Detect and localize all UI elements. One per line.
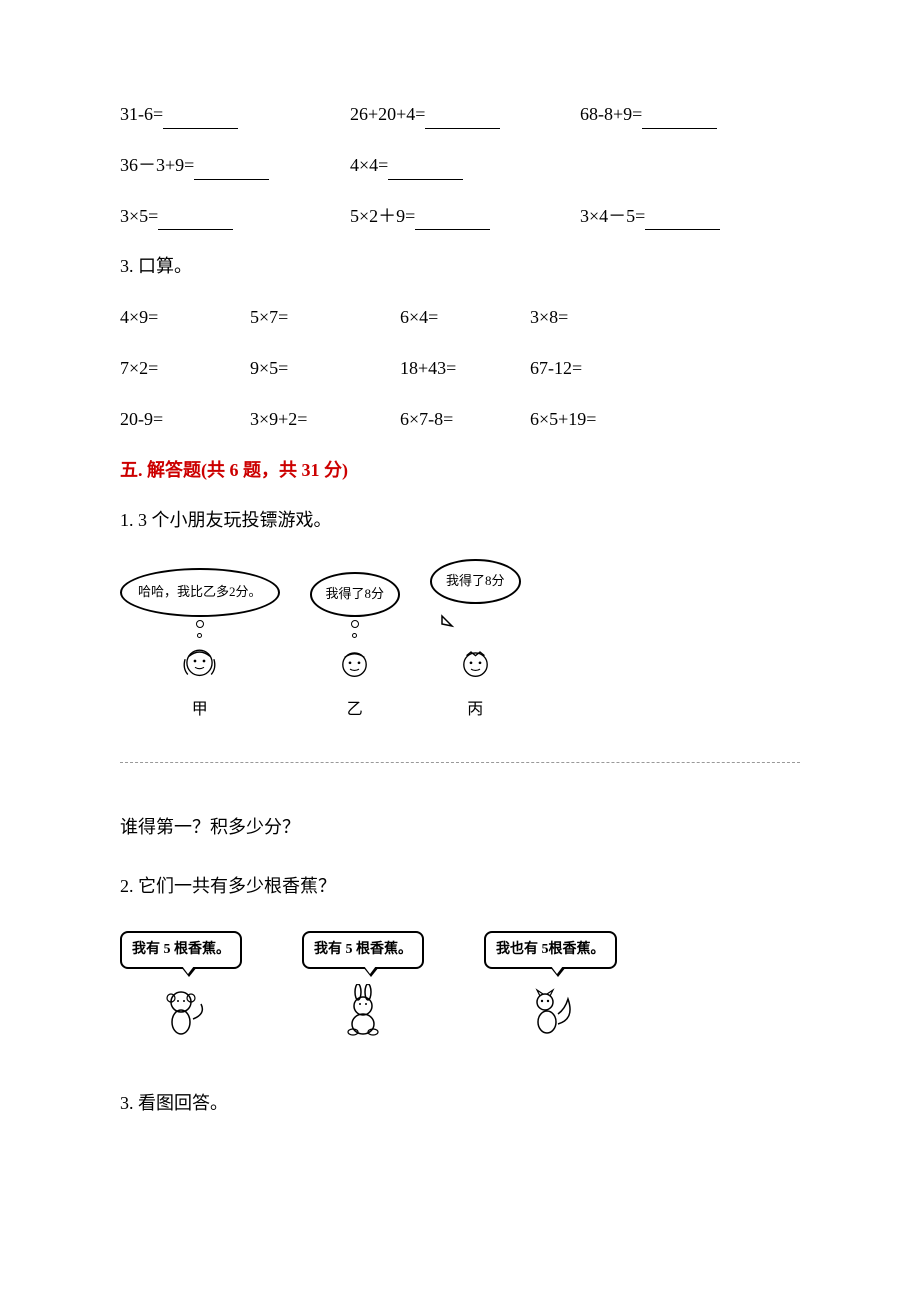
bubble-tail-icon xyxy=(352,633,357,638)
expr: 26+20+4= xyxy=(350,104,425,124)
expr: 68-8+9= xyxy=(580,104,642,124)
blank xyxy=(388,162,463,180)
section5-title: 五. 解答题 xyxy=(120,460,201,480)
expr: 36－3+9= xyxy=(120,155,194,175)
bubble-tail-icon xyxy=(351,620,359,628)
q3-row-3: 20-9= 3×9+2= 6×7-8= 6×5+19= xyxy=(120,405,800,434)
q3-cell: 3×8= xyxy=(510,303,640,332)
divider xyxy=(120,762,800,763)
q3-cell: 3×9+2= xyxy=(250,405,380,434)
q3-heading: 3. 口算。 xyxy=(120,252,800,281)
rabbit-icon xyxy=(333,984,393,1039)
animal-monkey: 我有 5 根香蕉。 xyxy=(120,931,242,1039)
thought-bubble-bing: 我得了8分 xyxy=(430,559,521,604)
q3-cell: 6×4= xyxy=(380,303,510,332)
section5-heading: 五. 解答题(共 6 题，共 31 分) xyxy=(120,456,800,485)
thought-bubble-yi: 我得了8分 xyxy=(310,572,401,617)
section5-subtitle: (共 6 题，共 31 分) xyxy=(201,460,348,480)
character-yi: 我得了8分 乙 xyxy=(310,572,401,722)
s5q2-text: 2. 它们一共有多少根香蕉？ xyxy=(120,872,800,901)
s5q2-illustration: 我有 5 根香蕉。 我有 5 根香蕉。 我也有 5根香蕉。 xyxy=(120,931,800,1039)
expr: 4×4= xyxy=(350,155,388,175)
boy-face-icon xyxy=(332,643,377,688)
s5q3-text: 3. 看图回答。 xyxy=(120,1089,800,1118)
calc-row-1: 31-6= 26+20+4= 68-8+9= xyxy=(120,100,800,129)
blank xyxy=(425,111,500,129)
calc-cell: 31-6= xyxy=(120,100,350,129)
q3-cell: 18+43= xyxy=(380,354,510,383)
q3-cell: 4×9= xyxy=(120,303,250,332)
label-jia: 甲 xyxy=(192,697,208,723)
squirrel-icon xyxy=(520,984,580,1039)
q3-cell: 20-9= xyxy=(120,405,250,434)
calc-cell: 36－3+9= xyxy=(120,151,350,180)
s5q1-text: 1. 3 个小朋友玩投镖游戏。 xyxy=(120,506,800,535)
blank xyxy=(194,162,269,180)
boy-face-icon xyxy=(453,643,498,688)
speech-bubble-2: 我有 5 根香蕉。 xyxy=(302,931,424,969)
s5q1-followup: 谁得第一？积多少分？ xyxy=(120,813,800,842)
expr: 3×5= xyxy=(120,206,158,226)
speech-bubble-1: 我有 5 根香蕉。 xyxy=(120,931,242,969)
expr: 5×2＋9= xyxy=(350,206,415,226)
girl-face-icon xyxy=(177,643,222,688)
calc-row-2: 36－3+9= 4×4= xyxy=(120,151,800,180)
expr: 31-6= xyxy=(120,104,163,124)
calc-cell: 5×2＋9= xyxy=(350,202,580,231)
speech-bubble-3: 我也有 5根香蕉。 xyxy=(484,931,617,969)
blank xyxy=(415,212,490,230)
animal-rabbit: 我有 5 根香蕉。 xyxy=(302,931,424,1039)
q3-cell: 5×7= xyxy=(250,303,380,332)
bubble-tail-icon xyxy=(196,620,204,628)
label-yi: 乙 xyxy=(347,697,363,723)
calc-cell: 26+20+4= xyxy=(350,100,580,129)
q3-cell: 6×7-8= xyxy=(380,405,510,434)
calc-cell: 4×4= xyxy=(350,151,580,180)
blank xyxy=(163,111,238,129)
speech-tail-icon xyxy=(440,614,455,629)
blank xyxy=(642,111,717,129)
calc-row-3: 3×5= 5×2＋9= 3×4－5= xyxy=(120,202,800,231)
blank xyxy=(158,212,233,230)
bubble-tail-icon xyxy=(197,633,202,638)
q3-cell: 6×5+19= xyxy=(510,405,640,434)
monkey-icon xyxy=(151,984,211,1039)
q3-cell: 7×2= xyxy=(120,354,250,383)
calc-cell: 68-8+9= xyxy=(580,100,780,129)
expr: 3×4－5= xyxy=(580,206,645,226)
q3-row-1: 4×9= 5×7= 6×4= 3×8= xyxy=(120,303,800,332)
animal-squirrel: 我也有 5根香蕉。 xyxy=(484,931,617,1039)
calc-cell: 3×5= xyxy=(120,202,350,231)
s5q1-illustration: 哈哈，我比乙多2分。 甲 我得了8分 乙 我得了8分 xyxy=(120,559,800,722)
q3-cell: 67-12= xyxy=(510,354,640,383)
calc-cell: 3×4－5= xyxy=(580,202,780,231)
thought-bubble-jia: 哈哈，我比乙多2分。 xyxy=(120,568,280,617)
label-bing: 丙 xyxy=(467,697,483,723)
q3-row-2: 7×2= 9×5= 18+43= 67-12= xyxy=(120,354,800,383)
character-bing: 我得了8分 丙 xyxy=(430,559,521,722)
blank xyxy=(645,212,720,230)
q3-cell: 9×5= xyxy=(250,354,380,383)
character-jia: 哈哈，我比乙多2分。 甲 xyxy=(120,568,280,722)
